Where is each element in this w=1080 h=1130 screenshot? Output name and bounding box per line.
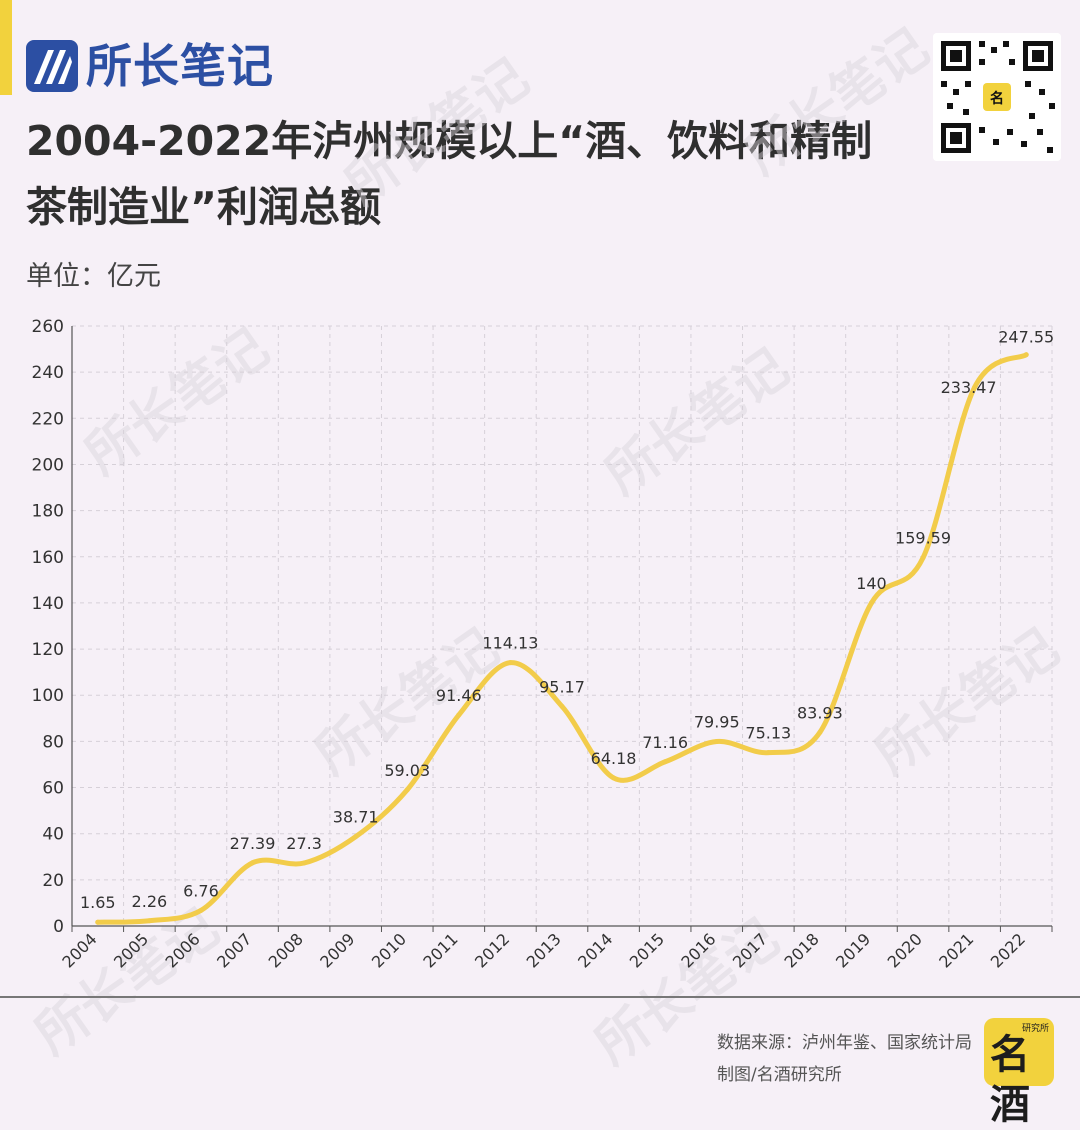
data-point <box>611 775 617 781</box>
data-label: 91.46 <box>436 686 482 705</box>
qr-code-icon: 名 <box>933 33 1061 161</box>
y-tick-label: 200 <box>32 455 64 475</box>
data-source: 数据来源：泸州年鉴、国家统计局 <box>717 1033 972 1053</box>
unit-label: 单位：亿元 <box>26 261 161 292</box>
data-point <box>353 834 359 840</box>
x-tick-label: 2015 <box>626 929 668 971</box>
y-tick-label: 120 <box>32 640 64 660</box>
y-tick-label: 0 <box>53 917 64 937</box>
data-point <box>404 787 410 793</box>
y-tick-label: 60 <box>42 779 64 799</box>
footer-logo-small: 研究所 <box>1021 1024 1049 1034</box>
data-point <box>250 860 256 866</box>
data-label: 71.16 <box>642 733 688 752</box>
y-tick-label: 140 <box>32 594 64 614</box>
y-tick-label: 80 <box>42 732 64 752</box>
x-tick-label: 2014 <box>574 929 616 971</box>
footer-logo: 研究所 名酒 <box>984 1018 1054 1128</box>
data-point <box>507 660 513 666</box>
data-label: 27.39 <box>230 834 276 853</box>
chart-title: 2004-2022年泸州规模以上“酒、饮料和精制茶制造业”利润总额 <box>26 117 873 231</box>
x-tick-label: 2004 <box>58 929 100 971</box>
x-tick-label: 2019 <box>832 929 874 971</box>
data-label: 83.93 <box>797 703 843 722</box>
data-point <box>765 750 771 756</box>
x-tick-label: 2007 <box>213 929 255 971</box>
data-point <box>972 384 978 390</box>
y-tick-label: 160 <box>32 548 64 568</box>
data-label: 159.59 <box>895 529 951 548</box>
data-label: 64.18 <box>591 749 637 768</box>
x-tick-label: 2008 <box>265 929 307 971</box>
x-tick-label: 2018 <box>780 929 822 971</box>
data-point <box>301 860 307 866</box>
brand-icon <box>26 40 78 92</box>
chart-credit: 制图/名酒研究所 <box>717 1065 842 1085</box>
data-label: 75.13 <box>745 724 791 743</box>
data-label: 1.65 <box>80 893 116 912</box>
y-tick-label: 20 <box>42 871 64 891</box>
y-tick-label: 240 <box>32 363 64 383</box>
x-tick-label: 2021 <box>935 929 977 971</box>
brand-logo: 所长笔记 <box>26 40 274 92</box>
x-tick-label: 2012 <box>471 929 513 971</box>
data-point <box>714 739 720 744</box>
data-point <box>662 759 668 765</box>
data-point <box>868 600 874 606</box>
footer-logo-text: 名酒 <box>990 1032 1030 1128</box>
y-tick-label: 100 <box>32 686 64 706</box>
data-label: 114.13 <box>482 634 538 653</box>
x-tick-label: 2005 <box>110 929 152 971</box>
data-point <box>920 555 926 561</box>
x-tick-label: 2017 <box>729 929 771 971</box>
data-point <box>198 907 204 913</box>
data-point <box>146 918 152 924</box>
brand-name: 所长笔记 <box>86 39 274 93</box>
data-label: 27.3 <box>286 834 322 853</box>
y-tick-label: 220 <box>32 409 64 429</box>
x-tick-label: 2020 <box>884 929 926 971</box>
series-line <box>95 352 1029 925</box>
data-point <box>95 919 101 925</box>
x-tick-label: 2010 <box>368 929 410 971</box>
x-tick-label: 2011 <box>419 929 461 971</box>
data-point <box>1023 352 1029 358</box>
x-tick-label: 2013 <box>523 929 565 971</box>
data-label: 95.17 <box>539 677 585 696</box>
data-point <box>559 703 565 709</box>
y-tick-label: 260 <box>32 317 64 337</box>
data-label: 6.76 <box>183 881 219 900</box>
data-label: 59.03 <box>384 761 430 780</box>
footer-text: 数据来源：泸州年鉴、国家统计局 制图/名酒研究所 <box>717 1027 972 1091</box>
x-tick-label: 2009 <box>316 929 358 971</box>
line-chart: 0 20 40 60 80 100 120 140 160 180 200 220 240 260 2004… <box>32 317 1055 972</box>
data-label: 140 <box>856 574 887 593</box>
data-label: 2.26 <box>132 892 168 911</box>
data-label: 233.47 <box>941 378 997 397</box>
data-label: 79.95 <box>694 713 740 732</box>
data-point <box>817 729 823 735</box>
data-label: 38.71 <box>333 808 379 827</box>
y-tick-label: 180 <box>32 502 64 522</box>
data-label: 247.55 <box>998 328 1054 347</box>
footer-divider <box>0 996 1080 998</box>
data-point <box>456 712 462 718</box>
x-tick-label: 2006 <box>162 929 204 971</box>
x-tick-label: 2016 <box>677 929 719 971</box>
y-tick-label: 40 <box>42 825 64 845</box>
svg-text:名: 名 <box>990 90 1004 107</box>
accent-bar <box>0 0 12 95</box>
x-tick-label: 2022 <box>987 929 1029 971</box>
